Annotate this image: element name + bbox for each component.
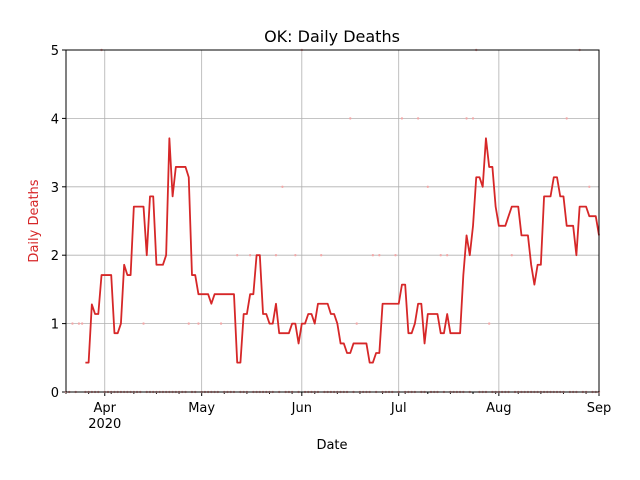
- daily-point: [471, 117, 475, 120]
- plot-frame: [65, 49, 600, 393]
- daily-point: [142, 322, 145, 325]
- daily-point: [445, 254, 449, 257]
- x-tick-label: Sep: [587, 401, 612, 416]
- y-axis-label: Daily Deaths: [27, 179, 42, 262]
- daily-point: [565, 117, 568, 120]
- y-tick-label: 5: [51, 44, 59, 59]
- daily-point: [378, 254, 381, 257]
- x-tick-label: Jul: [390, 401, 407, 416]
- daily-point: [371, 254, 375, 257]
- daily-point: [400, 117, 404, 120]
- daily-point: [197, 322, 200, 325]
- daily-point: [248, 254, 252, 257]
- daily-point: [487, 322, 491, 325]
- chart-title: OK: Daily Deaths: [264, 27, 400, 46]
- daily-point: [426, 185, 429, 188]
- daily-point: [236, 254, 239, 257]
- daily-point: [588, 185, 591, 188]
- y-tick-label: 2: [51, 249, 59, 264]
- daily-point: [394, 254, 397, 257]
- daily-point: [355, 322, 358, 325]
- y-tick-label: 3: [51, 181, 59, 196]
- daily-point: [319, 254, 323, 257]
- y-tick-label: 4: [51, 112, 59, 127]
- daily-point: [465, 117, 468, 120]
- y-tick-label: 0: [51, 386, 59, 401]
- daily-point: [439, 254, 442, 257]
- daily-point: [274, 254, 278, 257]
- y-tick-label: 1: [51, 318, 59, 333]
- daily-point: [510, 254, 513, 257]
- average-line: [85, 137, 600, 364]
- daily-point: [77, 322, 81, 325]
- x-tick-label: Jun: [291, 401, 312, 416]
- daily-point: [71, 322, 74, 325]
- daily-point: [219, 322, 223, 325]
- daily-point: [187, 322, 190, 325]
- daily-point: [80, 322, 84, 325]
- x-tick-label: May: [188, 401, 215, 416]
- x-tick-label: Apr 2020: [88, 401, 121, 432]
- daily-point: [294, 254, 297, 257]
- daily-point: [416, 117, 420, 120]
- daily-point: [349, 117, 352, 120]
- daily-point: [281, 185, 284, 188]
- x-tick-label: Aug: [486, 401, 511, 416]
- x-axis-label: Date: [316, 438, 347, 453]
